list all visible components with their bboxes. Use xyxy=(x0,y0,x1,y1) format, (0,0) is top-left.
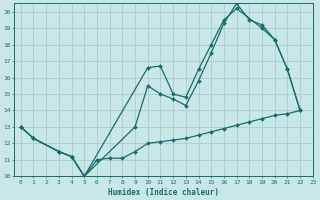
X-axis label: Humidex (Indice chaleur): Humidex (Indice chaleur) xyxy=(108,188,219,197)
